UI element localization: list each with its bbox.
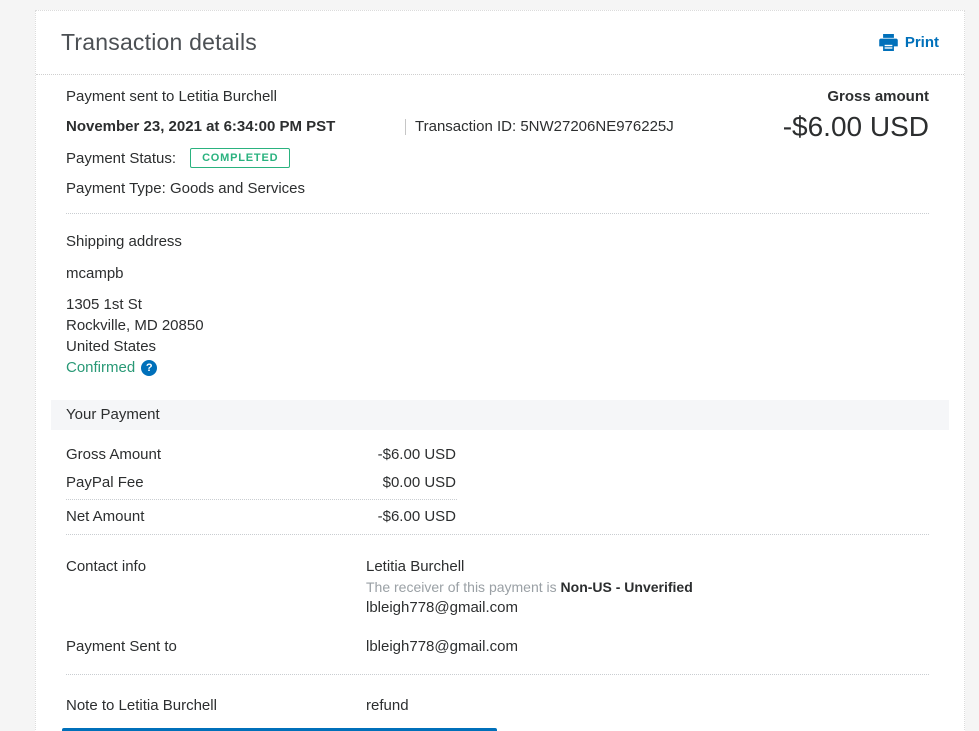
address-street: 1305 1st St (66, 296, 142, 313)
address-confirmed-row: Confirmed ? (66, 359, 929, 376)
gross-amount-value: -$6.00 USD (782, 111, 929, 142)
card-header: Transaction details Print (36, 11, 964, 75)
transaction-date: November 23, 2021 at 6:34:00 PM PST (66, 118, 336, 135)
table-row: PayPal Fee $0.00 USD (66, 474, 929, 491)
printer-icon (879, 34, 898, 51)
your-payment-header-bar: Your Payment (51, 400, 949, 430)
section-divider (66, 213, 929, 214)
paypal-fee-row-value: $0.00 USD (382, 474, 456, 491)
note-value: refund (366, 697, 409, 714)
contact-info-value: Letitia Burchell The receiver of this pa… (366, 557, 693, 618)
payment-sent-to-label: Payment Sent to (66, 638, 177, 655)
receiver-status-prefix: The receiver of this payment is (366, 579, 561, 595)
paypal-fee-row-label: PayPal Fee (66, 474, 144, 491)
shipping-address-lines: 1305 1st St Rockville, MD 20850 United S… (66, 294, 929, 357)
shipping-recipient-name: mcampb (66, 265, 124, 282)
transaction-id: Transaction ID: 5NW27206NE976225J (415, 118, 674, 135)
payment-summary-section: Payment sent to Letitia Burchell Novembe… (66, 75, 929, 214)
page-title: Transaction details (61, 29, 257, 55)
gross-amount-label: Gross amount (827, 88, 929, 105)
address-city-line: Rockville, MD 20850 (66, 317, 204, 334)
note-row: Note to Letitia Burchell refund (66, 696, 929, 716)
subtotal-divider (66, 499, 457, 500)
shipping-address-heading: Shipping address (66, 233, 182, 250)
payment-sent-to-email: lbleigh778@gmail.com (366, 638, 518, 655)
payment-sent-to-row: Payment Sent to lbleigh778@gmail.com (66, 637, 929, 657)
section-divider (66, 534, 929, 535)
contact-info-label: Contact info (66, 558, 147, 575)
note-label: Note to Letitia Burchell (66, 697, 217, 714)
section-divider (66, 674, 929, 675)
payment-sent-to-line: Payment sent to Letitia Burchell (66, 88, 277, 105)
contact-name: Letitia Burchell (366, 558, 465, 575)
payment-type-line: Payment Type: Goods and Services (66, 180, 306, 197)
payment-status-label: Payment Status: (66, 149, 177, 167)
primary-button-partial[interactable] (62, 728, 497, 731)
net-amount-row-value: -$6.00 USD (377, 508, 456, 525)
your-payment-heading: Your Payment (66, 406, 160, 423)
contact-info-row: Contact info Letitia Burchell The receiv… (66, 557, 929, 618)
receiver-status-line: The receiver of this payment is Non-US -… (366, 577, 693, 598)
net-amount-row-label: Net Amount (66, 508, 145, 525)
receiver-status-value: Non-US - Unverified (560, 579, 693, 595)
date-transaction-row: November 23, 2021 at 6:34:00 PM PST Tran… (66, 118, 929, 135)
help-icon[interactable]: ? (141, 359, 158, 376)
gross-amount-block: Gross amount -$6.00 USD (783, 88, 929, 143)
payment-breakdown-section: Gross Amount -$6.00 USD PayPal Fee $0.00… (66, 446, 929, 535)
shipping-address-section: Shipping address mcampb 1305 1st St Rock… (66, 214, 929, 376)
address-country: United States (66, 338, 157, 355)
payment-status-row: Payment Status: COMPLETED (66, 146, 929, 170)
print-label: Print (904, 34, 939, 51)
table-row: Net Amount -$6.00 USD (66, 508, 929, 525)
gross-amount-row-label: Gross Amount (66, 446, 162, 463)
status-badge: COMPLETED (190, 148, 291, 168)
confirmed-link[interactable]: Confirmed (66, 359, 136, 376)
gross-amount-row-value: -$6.00 USD (377, 446, 456, 463)
contact-email: lbleigh778@gmail.com (366, 599, 518, 616)
print-button[interactable]: Print (879, 34, 939, 51)
card-body: Payment sent to Letitia Burchell Novembe… (36, 75, 964, 731)
table-row: Gross Amount -$6.00 USD (66, 446, 929, 463)
transaction-details-card: Transaction details Print Payment sent t… (35, 10, 965, 731)
vertical-separator (405, 118, 406, 135)
